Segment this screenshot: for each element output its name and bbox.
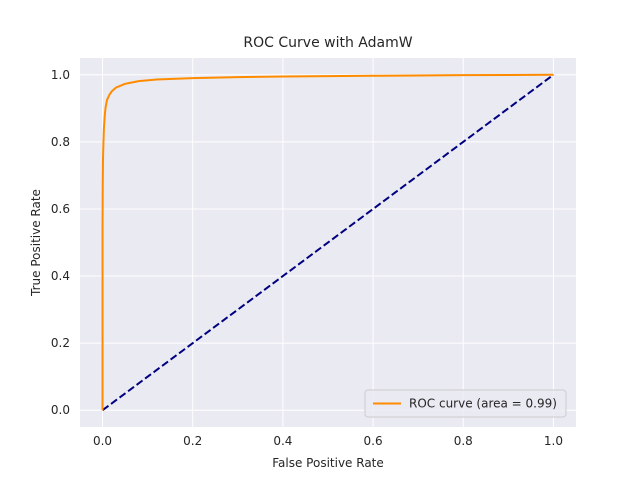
y-tick-label: 0.8 xyxy=(51,135,70,149)
x-tick-label: 0.2 xyxy=(183,434,202,448)
x-tick-label: 0.8 xyxy=(454,434,473,448)
legend: ROC curve (area = 0.99) xyxy=(364,389,567,418)
y-tick-label: 1.0 xyxy=(51,68,70,82)
y-tick-label: 0.0 xyxy=(51,403,70,417)
chance-diagonal-line xyxy=(101,73,555,412)
x-tick-label: 0.6 xyxy=(364,434,383,448)
grid-lines xyxy=(80,58,576,427)
y-axis-label: True Positive Rate xyxy=(29,189,43,297)
y-tick-label: 0.4 xyxy=(51,269,70,283)
legend-label-roc: ROC curve (area = 0.99) xyxy=(409,397,557,411)
x-axis-label: False Positive Rate xyxy=(272,456,384,470)
x-tick-label: 1.0 xyxy=(544,434,563,448)
y-tick-label: 0.2 xyxy=(51,336,70,350)
series-layer xyxy=(101,73,555,412)
chart-title: ROC Curve with AdamW xyxy=(243,35,412,51)
x-tick-label: 0.4 xyxy=(273,434,292,448)
x-tick-label: 0.0 xyxy=(93,434,112,448)
legend-box xyxy=(364,389,567,418)
x-axis-ticks: 0.0 0.2 0.4 0.6 0.8 1.0 xyxy=(93,434,563,448)
y-axis-ticks: 0.0 0.2 0.4 0.6 0.8 1.0 xyxy=(51,68,70,417)
roc-curve-line xyxy=(101,73,554,411)
y-tick-label: 0.6 xyxy=(51,202,70,216)
